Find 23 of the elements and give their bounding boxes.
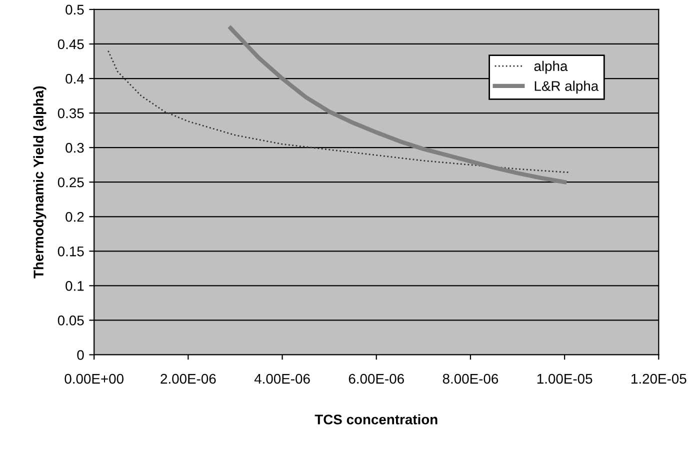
y-tick-label: 0.3 bbox=[66, 142, 84, 153]
line-series bbox=[228, 26, 567, 184]
y-tick-label: 0.15 bbox=[58, 246, 84, 256]
x-tick-label: 6.00E-06 bbox=[348, 374, 404, 384]
y-axis-title: Thermodynamic Yield (alpha) bbox=[33, 86, 46, 278]
y-tick-label: 0.4 bbox=[66, 74, 84, 84]
y-tick-label: 0.2 bbox=[66, 212, 84, 222]
x-tick-label: 1.00E-05 bbox=[537, 374, 592, 384]
x-tick-label: 0.00E+00 bbox=[64, 374, 124, 384]
legend-label: alpha bbox=[534, 60, 568, 74]
x-tick-label: 4.00E-06 bbox=[254, 374, 310, 384]
y-tick-label: 0.05 bbox=[58, 316, 84, 326]
x-tick-label: 1.20E-05 bbox=[632, 374, 686, 384]
y-tick-label: 0.25 bbox=[58, 177, 84, 188]
x-tick-label: 2.00E-06 bbox=[160, 374, 216, 384]
x-axis-title: TCS concentration bbox=[314, 414, 438, 424]
y-tick-label: 0.5 bbox=[66, 4, 84, 15]
y-tick-label: 0 bbox=[77, 350, 84, 360]
y-tick-label: 0.35 bbox=[58, 108, 84, 118]
y-tick-label: 0.1 bbox=[66, 281, 84, 291]
legend-label: L&R alpha bbox=[534, 80, 599, 94]
x-tick-label: 8.00E-06 bbox=[442, 374, 498, 384]
y-tick-label: 0.45 bbox=[58, 39, 84, 50]
